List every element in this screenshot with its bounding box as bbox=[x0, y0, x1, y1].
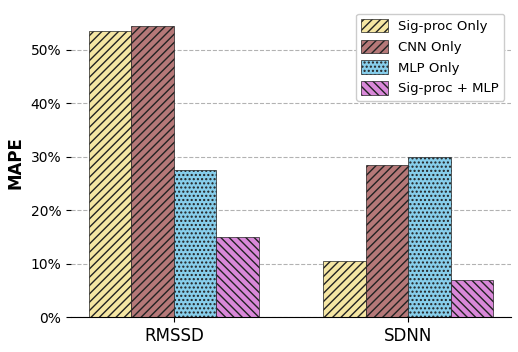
Bar bbox=[89, 31, 131, 318]
Bar bbox=[174, 170, 217, 318]
Y-axis label: MAPE: MAPE bbox=[7, 136, 25, 189]
Bar bbox=[451, 280, 493, 318]
Bar bbox=[366, 165, 408, 318]
Bar bbox=[217, 237, 259, 318]
Bar bbox=[131, 26, 174, 318]
Bar bbox=[323, 261, 366, 318]
Bar bbox=[408, 157, 451, 318]
Legend: Sig-proc Only, CNN Only, MLP Only, Sig-proc + MLP: Sig-proc Only, CNN Only, MLP Only, Sig-p… bbox=[356, 13, 505, 101]
